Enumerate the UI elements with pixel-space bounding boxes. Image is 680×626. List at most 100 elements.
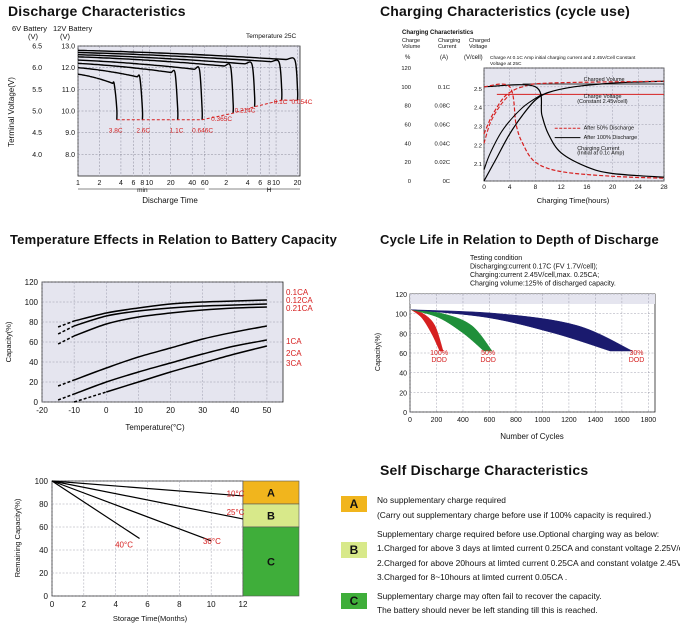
charging-x-tick: 4 <box>508 184 512 191</box>
self-curve <box>51 480 244 497</box>
temperature-x-tick: 20 <box>166 406 175 415</box>
cycle-y-tick: 120 <box>395 292 407 299</box>
temperature-curve-dashed <box>57 335 75 345</box>
self-xlabel: Storage Time(Months) <box>113 614 188 623</box>
charging-ann-volume: Charged Volume <box>584 77 625 83</box>
temperature-curve-dashed <box>57 393 75 401</box>
discharge-curve <box>77 67 144 120</box>
charging-current-50-curve <box>483 83 665 179</box>
temperature-series-label: 0.1CA <box>286 288 309 297</box>
discharge-series-label: 2.6C <box>136 128 150 135</box>
temperature-title: Temperature Effects in Relation to Batte… <box>10 232 338 247</box>
cycle-y-tick: 60 <box>399 351 407 358</box>
charging-inner-title: Charging Characteristics <box>402 30 474 36</box>
charging-volume-tick: 0 <box>408 179 411 185</box>
charging-voltage-tick: 2.3 <box>474 125 482 131</box>
discharge-x-tick: 6 <box>132 180 136 187</box>
discharge-series-label: 1.1C <box>170 128 184 135</box>
charging-volume-tick: 100 <box>401 85 411 91</box>
temperature-xlabel: Temperature(°C) <box>125 423 185 432</box>
charging-x-tick: 8 <box>534 184 538 191</box>
discharge-header-6v: 6V Battery <box>12 24 47 33</box>
charging-volume-100-curve <box>483 80 665 182</box>
cycle-ylabel: Capacity(%) <box>375 333 382 371</box>
discharge-cutoff-line <box>116 99 298 121</box>
cycle-title: Cycle Life in Relation to Depth of Disch… <box>380 232 659 247</box>
cycle-series-band <box>411 309 633 352</box>
cycle-xlabel: Number of Cycles <box>500 432 564 441</box>
cycle-x-tick: 1600 <box>614 417 630 424</box>
self-curve <box>51 480 244 520</box>
discharge-x-tick: 4 <box>119 180 123 187</box>
cycle-test-condition: Testing condition <box>470 255 522 262</box>
charging-col-voltage-2: Voltage <box>469 44 487 50</box>
self-x-tick: 8 <box>177 600 182 609</box>
cycle-x-tick: 400 <box>457 417 469 424</box>
charging-volume-tick: 20 <box>405 160 411 166</box>
discharge-unit-6v: (V) <box>28 32 39 41</box>
charging-current-tick: 0C <box>443 179 450 185</box>
discharge-x-unit-min: min <box>137 187 148 194</box>
discharge-x-tick: 1 <box>76 180 80 187</box>
self-series-label: 10°C <box>227 490 245 499</box>
discharge-y6-tick: 4.0 <box>32 152 42 159</box>
temperature-y-tick: 40 <box>29 358 38 367</box>
charging-voltage-tick: 2.5 <box>474 87 482 93</box>
temperature-y-tick: 0 <box>34 398 39 407</box>
temperature-y-tick: 60 <box>29 338 38 347</box>
temperature-y-tick: 20 <box>29 378 38 387</box>
temperature-series-label: 0.21CA <box>286 304 313 313</box>
discharge-x-tick: 8 <box>140 180 144 187</box>
zone-b-line-3: 2.Charged for above 20hours at limted cu… <box>377 557 680 568</box>
self-y-tick: 80 <box>39 500 48 509</box>
discharge-curve <box>77 59 203 120</box>
discharge-series-label: 0.054C <box>292 99 313 106</box>
temperature-curve <box>73 306 267 337</box>
discharge-x-tick: 6 <box>258 180 262 187</box>
self-zone-c <box>242 526 300 597</box>
temperature-chart: 0 20 40 60 80 100 120 -20 -10 0 10 20 30 40 50 Temperat… <box>4 278 313 432</box>
cycle-y-tick: 20 <box>399 390 407 397</box>
cycle-series-label-top: 50% <box>481 350 495 357</box>
temperature-y-tick: 100 <box>25 298 39 307</box>
cycle-plot-band <box>410 294 655 304</box>
discharge-x-unit-h: H <box>267 187 272 194</box>
discharge-x-tick: 10 <box>145 180 153 187</box>
cycle-x-tick: 1200 <box>561 417 577 424</box>
temperature-series-label: 3CA <box>286 359 302 368</box>
charging-ann-voltage: Charge Voltage <box>584 94 622 100</box>
temperature-curve <box>73 339 268 395</box>
discharge-curve <box>77 56 235 114</box>
charging-voltage-tick: 2.4 <box>474 106 483 112</box>
temperature-x-tick: 0 <box>104 406 109 415</box>
charging-note-1: Charge At 0.1C Amp initial charging curr… <box>490 55 636 61</box>
cycle-x-tick: 1000 <box>535 417 551 424</box>
temperature-curve <box>106 345 268 393</box>
temperature-x-tick: 10 <box>134 406 143 415</box>
charging-voltage-50-curve <box>483 94 511 144</box>
temperature-series-label: 2CA <box>286 349 302 358</box>
discharge-x-tick: 10 <box>272 180 280 187</box>
charging-current-tick: 0.1C <box>438 85 450 91</box>
discharge-series-label: 0.365C <box>211 116 232 123</box>
discharge-series-label: 0.646C <box>192 128 213 135</box>
temperature-x-tick: -20 <box>36 406 48 415</box>
charging-volume-tick: 40 <box>405 141 411 147</box>
self-y-tick: 40 <box>39 546 48 555</box>
zone-c-badge: C <box>341 593 367 609</box>
self-x-tick: 10 <box>207 600 216 609</box>
self-y-tick: 20 <box>39 569 48 578</box>
charging-col-volume-1: Charge <box>402 38 420 44</box>
charging-unit-current: (A) <box>440 55 448 61</box>
charging-x-tick: 16 <box>583 184 591 191</box>
self-chart: 0 20 40 60 80 100 0 2 4 6 8 10 12 Storage Time(Months… <box>13 477 300 623</box>
cycle-series-label-top: 100% <box>430 350 448 357</box>
cycle-test-condition: Charging volume:125% of discharged capac… <box>470 281 616 288</box>
charging-voltage-100-curve <box>483 93 543 170</box>
discharge-x-tick: 2 <box>98 180 102 187</box>
temperature-curve <box>73 303 267 327</box>
temperature-curve-dashed <box>57 320 75 328</box>
self-y-tick: 0 <box>44 592 49 601</box>
charging-current-tick: 0.04C <box>435 141 450 147</box>
discharge-y6-tick: 6.0 <box>32 65 42 72</box>
